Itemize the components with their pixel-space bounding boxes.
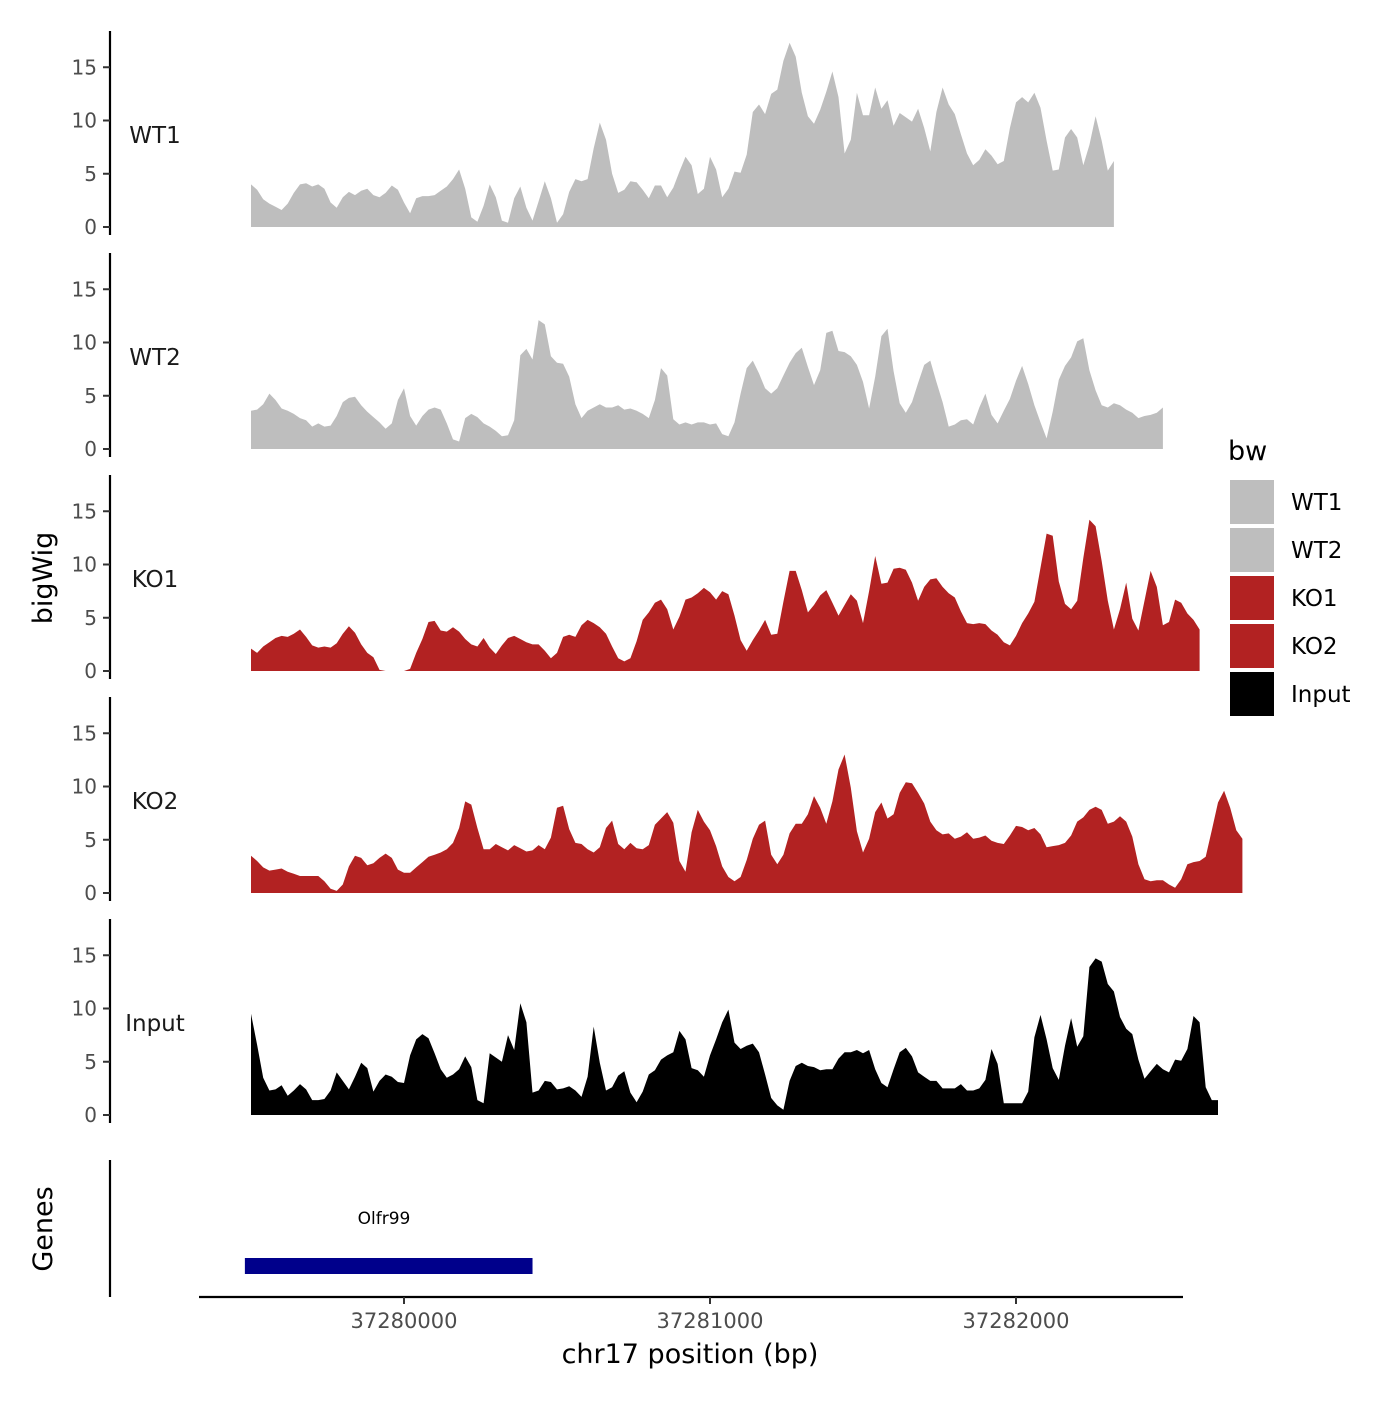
y-tick-label: 10 <box>72 553 97 577</box>
track-ko1: 0 5 10 15 KO1 <box>72 475 1200 683</box>
y-tick-label: 0 <box>84 659 97 683</box>
y-axis-title: bigWig <box>28 532 59 625</box>
area-input <box>251 958 1218 1115</box>
legend-label: WT2 <box>1291 538 1342 564</box>
x-tick-label: 37281000 <box>657 1309 764 1333</box>
legend-key-wt1 <box>1228 478 1276 526</box>
y-tick-label: 15 <box>72 55 97 79</box>
y-tick-label: 0 <box>84 215 97 239</box>
legend-key-ko2 <box>1228 622 1276 670</box>
y-tick-label: 15 <box>72 499 97 523</box>
track-label: KO2 <box>132 789 179 815</box>
x-tick-label: 37280000 <box>351 1309 458 1333</box>
legend-label: KO1 <box>1291 586 1338 612</box>
area-wt2 <box>251 320 1163 449</box>
y-tick-label: 15 <box>72 943 97 967</box>
y-tick-label: 5 <box>84 828 97 852</box>
y-tick-label: 10 <box>72 997 97 1021</box>
track-label: KO1 <box>132 567 179 593</box>
track-wt2: 0 5 10 15 WT2 <box>72 253 1163 461</box>
y-tick-label: 5 <box>84 384 97 408</box>
gene-label: Olfr99 <box>358 1209 411 1229</box>
legend-label: KO2 <box>1291 634 1338 660</box>
y-tick-label: 0 <box>84 881 97 905</box>
legend-title: bw <box>1228 436 1267 467</box>
legend-label: WT1 <box>1291 490 1342 516</box>
track-ko2: 0 5 10 15 KO2 <box>72 697 1243 905</box>
x-axis-title: chr17 position (bp) <box>562 1339 819 1370</box>
y-tick-label: 15 <box>72 277 97 301</box>
y-tick-label: 0 <box>84 1103 97 1127</box>
legend-key-ko1 <box>1228 574 1276 622</box>
y-tick-label: 0 <box>84 437 97 461</box>
area-wt1 <box>251 42 1114 227</box>
legend-label: Input <box>1291 682 1351 708</box>
area-ko2 <box>251 754 1243 893</box>
legend: WT1 WT2 KO1 KO2 Input <box>1228 478 1351 718</box>
track-wt1: 0 5 10 15 WT1 <box>72 31 1114 239</box>
genes-axis-title: Genes <box>28 1186 59 1271</box>
track-label: WT1 <box>129 123 180 149</box>
track-label: Input <box>125 1011 185 1037</box>
y-tick-label: 10 <box>72 775 97 799</box>
y-tick-label: 5 <box>84 1050 97 1074</box>
legend-key-input <box>1228 670 1276 718</box>
legend-key-wt2 <box>1228 526 1276 574</box>
x-tick-label: 37282000 <box>963 1309 1070 1333</box>
y-tick-label: 5 <box>84 606 97 630</box>
area-ko1 <box>251 519 1200 671</box>
y-tick-label: 5 <box>84 162 97 186</box>
y-tick-label: 10 <box>72 331 97 355</box>
y-tick-label: 15 <box>72 721 97 745</box>
y-tick-label: 10 <box>72 109 97 133</box>
track-input: 0 5 10 15 Input <box>72 919 1218 1127</box>
x-ticks: 37280000 37281000 37282000 <box>351 1297 1070 1333</box>
track-label: WT2 <box>129 345 180 371</box>
tracks-layer: 0 5 10 15 WT1 0 5 10 15 WT2 0 5 10 15 KO1 0 5 10 15 KO2 0 5 10… <box>72 31 1243 1127</box>
